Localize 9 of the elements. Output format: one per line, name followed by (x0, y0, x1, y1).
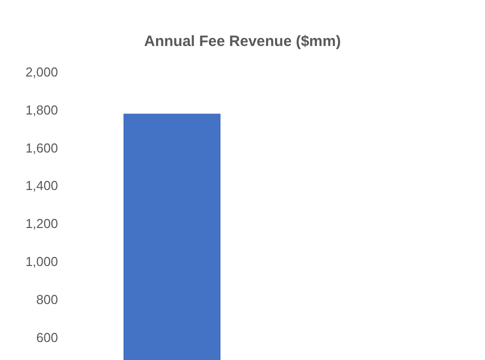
y-tick-label: 1,000 (25, 254, 58, 270)
y-tick-label: 1,400 (25, 178, 58, 194)
y-tick-label: 600 (36, 330, 58, 345)
y-tick-label: 1,600 (25, 140, 58, 156)
y-tick-label: 2,000 (25, 64, 58, 80)
chart-title: Annual Fee Revenue ($mm) (144, 33, 341, 50)
y-tick-label: 1,200 (25, 216, 58, 232)
y-tick-label: 800 (36, 292, 58, 307)
y-tick-label: 1,800 (25, 102, 58, 118)
